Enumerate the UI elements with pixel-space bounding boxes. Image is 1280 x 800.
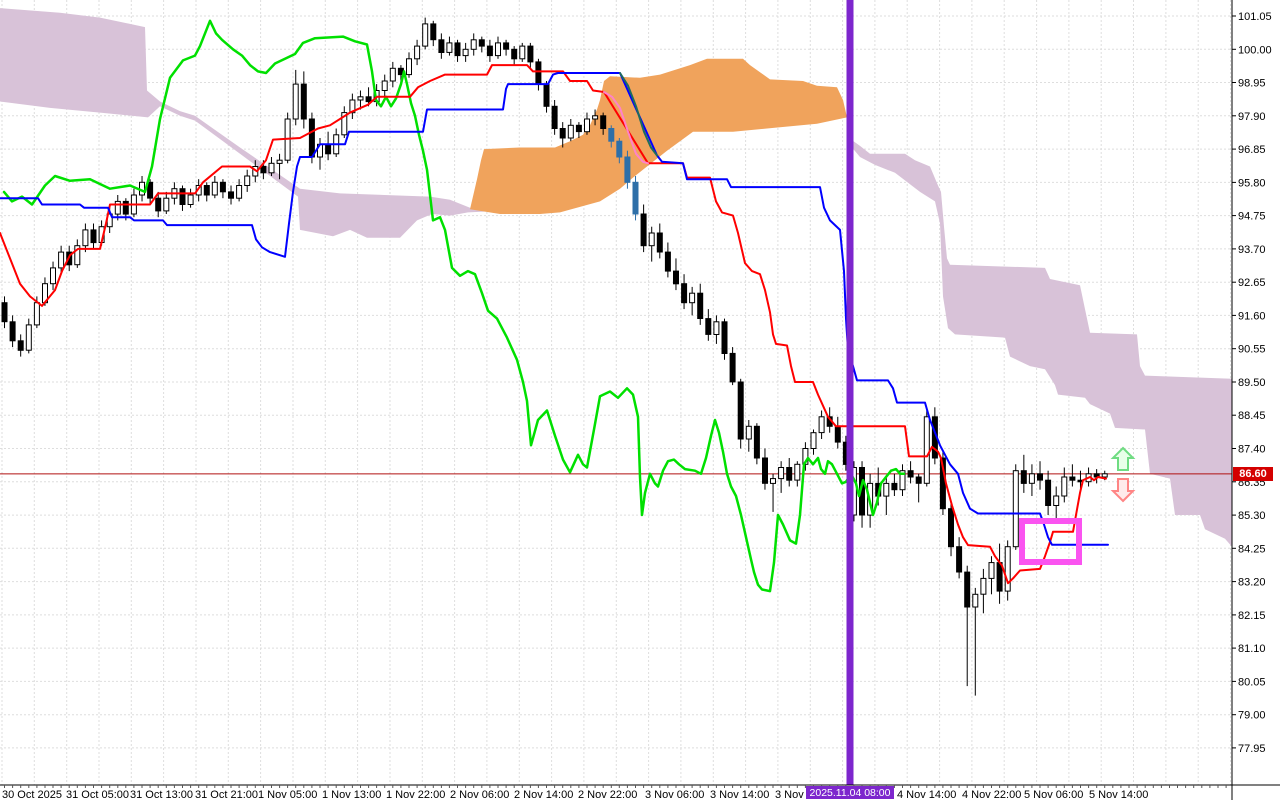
- time-tick-label: 2 Nov 14:00: [514, 789, 573, 800]
- time-tick-label: 5 Nov 06:00: [1024, 789, 1083, 800]
- time-tick-label: 4 Nov 22:00: [962, 789, 1021, 800]
- price-tick-label: 80.05: [1238, 676, 1266, 688]
- price-tick-label: 95.80: [1238, 177, 1266, 189]
- price-tick-label: 85.30: [1238, 510, 1266, 522]
- price-tick-label: 94.75: [1238, 211, 1266, 223]
- price-tick-label: 92.65: [1238, 277, 1266, 289]
- price-tick-label: 81.10: [1238, 643, 1266, 655]
- time-tick-label: 3 Nov 14:00: [710, 789, 769, 800]
- price-tick-label: 87.40: [1238, 444, 1266, 456]
- price-tick-label: 77.95: [1238, 743, 1266, 755]
- price-tick-label: 82.15: [1238, 610, 1266, 622]
- price-tick-label: 83.20: [1238, 577, 1266, 589]
- time-tick-label: 4 Nov 14:00: [897, 789, 956, 800]
- tenkan-sen-line: [0, 64, 1107, 585]
- price-tick-label: 101.05: [1238, 11, 1272, 23]
- time-tick-label: 1 Nov 05:00: [258, 789, 317, 800]
- kijun-sen-line: [0, 72, 1109, 546]
- senkou-span-b-segment: [619, 72, 658, 157]
- time-tick-label: 1 Nov 22:00: [386, 789, 445, 800]
- price-tick-label: 89.50: [1238, 377, 1266, 389]
- time-tick-label: 3 Nov 22:00: [775, 789, 834, 800]
- price-tick-label: 96.85: [1238, 144, 1266, 156]
- time-tick-label: 2 Nov 22:00: [578, 789, 637, 800]
- time-tick-label: 31 Oct 13:00: [130, 789, 193, 800]
- time-tick-label: 5 Nov 14:00: [1089, 789, 1148, 800]
- arrow-down-icon[interactable]: [1110, 478, 1136, 503]
- time-tick-label: 31 Oct 05:00: [66, 789, 129, 800]
- price-tick-label: 88.45: [1238, 410, 1266, 422]
- time-tick-label: 31 Oct 21:00: [195, 789, 258, 800]
- time-axis[interactable]: 30 Oct 2025 31 Oct 05:00 31 Oct 13:00 31 Oc…: [2, 785, 1227, 800]
- time-tick-label: 30 Oct 2025: [2, 789, 62, 800]
- price-tick-label: 98.95: [1238, 78, 1266, 90]
- candles: [1, 17, 1108, 696]
- kumo-cloud-purple-left: [0, 8, 500, 238]
- price-tick-label: 90.55: [1238, 344, 1266, 356]
- arrow-up-icon[interactable]: [1110, 446, 1136, 471]
- time-marker-tag: 2025.11.04 08:00: [806, 786, 894, 799]
- price-tick-label: 84.25: [1238, 543, 1266, 555]
- time-marker-vline[interactable]: [846, 0, 854, 785]
- time-tick-label: 1 Nov 13:00: [322, 789, 381, 800]
- price-tick-label: 93.70: [1238, 244, 1266, 256]
- highlight-rectangle[interactable]: [1019, 518, 1082, 565]
- current-price-tag: 86.60: [1233, 467, 1273, 481]
- time-tick-label: 3 Nov 06:00: [645, 789, 704, 800]
- price-tick-label: 100.00: [1238, 44, 1272, 56]
- kumo-cloud-orange-mid: [470, 58, 847, 214]
- chikou-span-line: [2, 19, 906, 593]
- senkou-span-a-segment: [603, 91, 649, 165]
- price-tick-label: 97.90: [1238, 111, 1266, 123]
- kumo-cloud-purple-right: [849, 138, 1232, 547]
- price-tick-label: 79.00: [1238, 710, 1266, 722]
- time-tick-label: 2 Nov 06:00: [450, 789, 509, 800]
- price-tick-label: 91.60: [1238, 310, 1266, 322]
